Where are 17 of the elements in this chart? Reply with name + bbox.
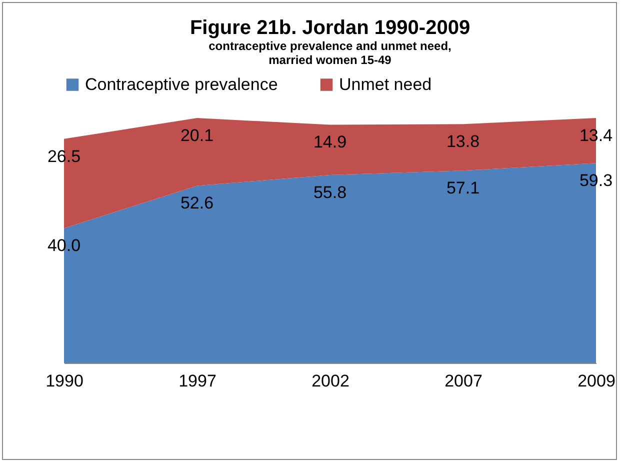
- x-tick-label: 1997: [178, 372, 216, 390]
- x-tick-label: 2009: [578, 372, 616, 390]
- data-label: 55.8: [313, 182, 347, 202]
- x-tick-label: 2002: [312, 372, 350, 390]
- x-tick-label: 2007: [444, 372, 482, 390]
- data-label: 57.1: [446, 178, 480, 198]
- chart-subtitle: contraceptive prevalence and unmet need, married women 15-49: [208, 39, 452, 67]
- data-label: 59.3: [579, 171, 613, 190]
- data-label: 14.9: [313, 132, 347, 152]
- data-label: 26.5: [47, 146, 81, 166]
- legend-label: Contraceptive prevalence: [85, 74, 278, 94]
- data-label: 13.8: [446, 132, 480, 152]
- data-label: 52.6: [180, 194, 214, 213]
- x-tick-label: 1990: [46, 372, 84, 390]
- legend-label: Unmet need: [339, 74, 432, 94]
- chart-title: Figure 21b. Jordan 1990-2009: [190, 17, 470, 39]
- data-label: 20.1: [180, 126, 214, 145]
